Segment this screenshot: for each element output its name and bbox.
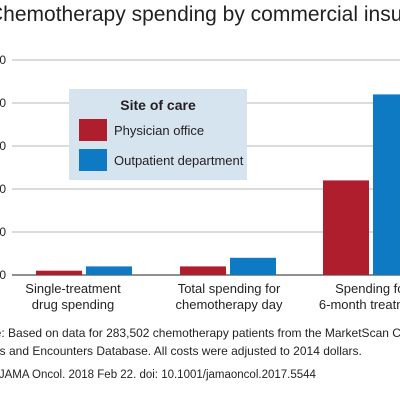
legend-swatch-physician-office	[79, 119, 107, 141]
chart-note-line-1: Note: Based on data for 283,502 chemothe…	[0, 326, 400, 340]
bar-physician-office	[323, 180, 369, 275]
legend-label-outpatient-department: Outpatient department	[114, 153, 244, 168]
bar-outpatient-department	[86, 266, 132, 275]
legend-title: Site of care	[120, 97, 196, 113]
legend: Site of care Physician office Outpatient…	[69, 89, 247, 180]
y-tick-label: 40	[0, 96, 6, 110]
bars	[36, 94, 400, 276]
x-category-label: 6-month treatment	[319, 297, 400, 312]
legend-label-physician-office: Physician office	[114, 123, 204, 138]
y-tick-label: 0	[0, 268, 6, 282]
bar-outpatient-department	[373, 94, 400, 276]
bar-physician-office	[36, 270, 82, 275]
x-category-label: Single-treatment	[25, 281, 121, 296]
x-category-label: chemotherapy day	[176, 297, 283, 312]
bar-physician-office	[180, 266, 226, 275]
chart-title: Chemotherapy spending by commercial insu…	[0, 3, 400, 26]
y-tick-label: 20	[0, 182, 6, 196]
y-tick-label: 30	[0, 139, 6, 153]
bar-outpatient-department	[230, 257, 276, 275]
x-category-label: Spending for	[335, 281, 400, 296]
x-category-label: drug spending	[32, 297, 114, 312]
x-category-label: Total spending for	[178, 281, 281, 296]
y-tick-label: 50	[0, 53, 6, 67]
y-axis-tick-labels: 0 10 20 30 40 50	[0, 53, 6, 282]
y-tick-label: 10	[0, 225, 6, 239]
chart-source: Source: JAMA Oncol. 2018 Feb 22. doi: 10…	[0, 369, 316, 381]
chart-note-line-2: Claims and Encounters Database. All cost…	[0, 344, 362, 358]
legend-swatch-outpatient-department	[79, 149, 107, 171]
